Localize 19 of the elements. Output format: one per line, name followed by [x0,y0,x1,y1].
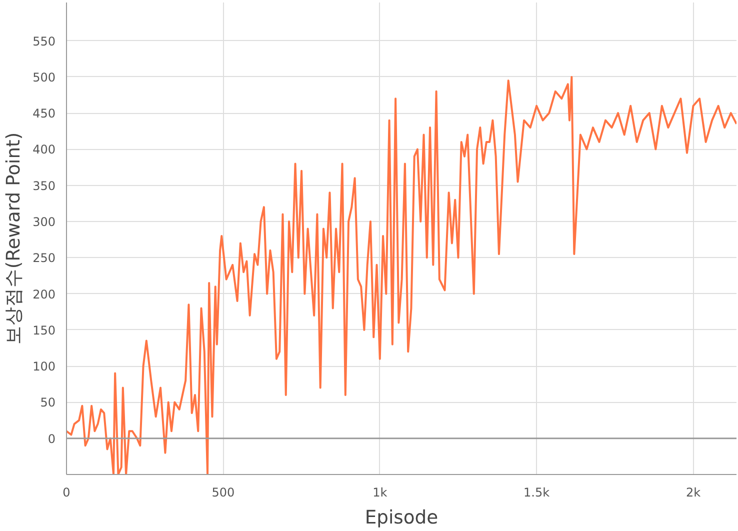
y-tick-label: 250 [32,251,56,266]
y-tick-label: 150 [32,323,56,338]
x-tick-label: 1.5k [524,486,550,500]
y-tick-label: 350 [32,178,56,193]
y-axis-title: 보상점수(Reward Point) [4,132,25,345]
x-tick-label: 500 [212,486,235,500]
x-tick-label: 2k [686,486,701,500]
y-tick-label: 300 [32,215,56,230]
x-axis-title: Episode [364,508,438,528]
y-tick-label: 500 [32,70,56,84]
y-tick-label: 0 [48,432,56,446]
y-tick-label: 200 [32,287,56,302]
x-tick-label: 1k [372,486,388,500]
y-tick-label: 450 [32,106,56,121]
y-tick-label: 100 [32,360,56,374]
y-tick-label: 400 [32,142,56,157]
y-tick-label: 550 [32,34,56,48]
y-tick-label: 50 [40,396,56,410]
x-tick-label: 0 [62,486,70,500]
